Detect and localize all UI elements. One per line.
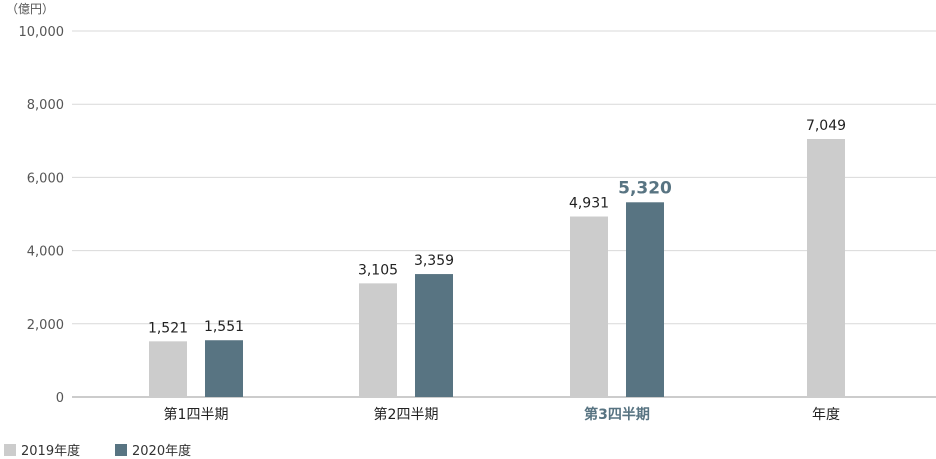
bar bbox=[570, 216, 608, 397]
legend-swatch-2020 bbox=[115, 443, 127, 456]
y-tick-label: 10,000 bbox=[19, 25, 65, 40]
data-label: 3,359 bbox=[414, 253, 454, 269]
y-tick-label: 8,000 bbox=[27, 98, 64, 113]
data-label: 5,320 bbox=[618, 178, 672, 198]
x-tick-label: 年度 bbox=[812, 407, 840, 423]
data-label: 1,521 bbox=[148, 320, 188, 336]
bar bbox=[205, 340, 243, 397]
unit-label: （億円） bbox=[6, 2, 55, 16]
data-label: 4,931 bbox=[569, 196, 609, 212]
bar bbox=[807, 139, 845, 398]
legend-swatch-2019 bbox=[4, 443, 16, 456]
bar bbox=[415, 274, 453, 397]
bar bbox=[149, 341, 187, 397]
legend-item-2019: 2019年度 bbox=[4, 440, 80, 459]
x-tick-label: 第3四半期 bbox=[584, 406, 650, 423]
x-tick-label: 第1四半期 bbox=[164, 406, 229, 423]
bar bbox=[359, 283, 397, 397]
data-label: 1,551 bbox=[204, 319, 244, 335]
x-tick-label: 第2四半期 bbox=[374, 406, 439, 423]
y-tick-label: 4,000 bbox=[27, 245, 64, 260]
legend-item-2020: 2020年度 bbox=[115, 440, 191, 459]
legend-label-2019: 2019年度 bbox=[21, 444, 81, 459]
y-tick-label: 2,000 bbox=[27, 318, 64, 333]
bar-chart: 0 2,000 4,000 6,000 8,000 10,000 1,521 1,551 第1四… bbox=[19, 25, 936, 423]
bar bbox=[626, 202, 664, 397]
y-tick-label: 0 bbox=[56, 391, 64, 406]
legend-label-2020: 2020年度 bbox=[132, 444, 192, 459]
y-tick-label: 6,000 bbox=[27, 171, 64, 186]
data-label: 7,049 bbox=[806, 118, 846, 134]
data-label: 3,105 bbox=[358, 262, 398, 278]
